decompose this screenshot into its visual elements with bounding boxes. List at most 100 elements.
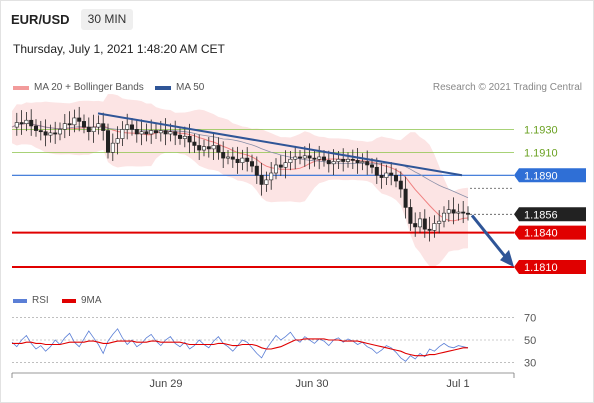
candle-down [43, 131, 48, 136]
candle-down [173, 131, 178, 136]
candle-up [14, 122, 19, 128]
price-tag-pivot [514, 168, 586, 183]
candle-down [245, 157, 250, 162]
level-lines [12, 129, 514, 269]
candle-up [317, 156, 322, 160]
candle-up [115, 138, 120, 144]
candle-down [379, 174, 384, 178]
ma50-label: MA 50 [176, 82, 205, 93]
candle-up [182, 135, 187, 139]
candle-up [149, 130, 154, 135]
candle-down [413, 223, 418, 228]
rsi-ma-label: 9MA [81, 295, 102, 306]
candle-down [86, 126, 91, 133]
credit-label: Research © 2021 Trading Central [432, 82, 582, 93]
forecast-arrow-shaft [470, 214, 511, 263]
candle-up [96, 123, 101, 128]
candle-up [456, 211, 461, 214]
trend-line [97, 112, 463, 177]
candle-down [451, 209, 456, 214]
candle-down [38, 130, 43, 133]
candle-down [278, 164, 283, 168]
candle-down [235, 158, 240, 163]
rsi-tick-label: 30 [524, 357, 536, 369]
rsi-panel: 70 50 30 [11, 313, 536, 369]
x-axis-label: Jun 29 [149, 378, 182, 390]
ma20-label: MA 20 + Bollinger Bands [34, 82, 144, 93]
candle-down [101, 123, 106, 131]
symbol-label: EUR/USD [11, 12, 70, 27]
candle-down [341, 158, 346, 162]
price-tag-label: 1.1856 [524, 209, 558, 221]
candle-up [57, 129, 62, 135]
candle-down [178, 134, 183, 139]
candle-down [197, 145, 202, 151]
level-tags: 1.1930 1.1910 1.1890 1.1856 1.1840 1.1810 [514, 124, 586, 275]
candle-down [106, 130, 111, 153]
candle-up [264, 179, 269, 185]
candle-up [48, 132, 53, 136]
price-tag-support [514, 225, 586, 240]
candle-down [230, 156, 235, 160]
candle-up [446, 209, 451, 214]
candle-up [437, 220, 442, 224]
candle-up [288, 158, 293, 163]
candle-down [221, 152, 226, 159]
x-axis-label: Jun 30 [295, 378, 328, 390]
candle-up [293, 156, 298, 160]
candle-down [259, 174, 264, 185]
candle-down [187, 135, 192, 143]
candle-up [384, 172, 389, 178]
candle-up [24, 119, 29, 124]
forecast-arrow-head [500, 249, 514, 268]
candle-down [144, 131, 149, 135]
candle-down [134, 129, 139, 135]
x-axis-label: Jul 1 [446, 378, 469, 390]
candle-down [130, 124, 135, 130]
candle-up [273, 164, 278, 174]
candle-down [369, 164, 374, 168]
x-axis: Jun 29 Jun 30 Jul 1 [11, 372, 515, 390]
candle-down [53, 132, 58, 135]
candle-up [158, 130, 163, 134]
candle-down [29, 119, 34, 127]
datetime-label: Thursday, July 1, 2021 1:48:20 AM CET [13, 42, 225, 56]
candle-down [77, 117, 82, 122]
candle-down [67, 123, 72, 126]
candle-up [226, 156, 231, 159]
candle-up [283, 162, 288, 168]
candles [14, 106, 470, 242]
rsi-ma-swatch [62, 298, 76, 303]
timeframe-button[interactable]: 30 MIN [81, 9, 133, 30]
candle-up [336, 158, 341, 162]
candle-up [345, 158, 350, 162]
rsi-line [11, 328, 469, 362]
candle-up [202, 146, 207, 151]
rsi-swatch [13, 298, 27, 303]
candle-down [206, 146, 211, 150]
candle-down [216, 145, 221, 153]
candle-up [302, 155, 307, 159]
bollinger-band-fill [12, 94, 468, 267]
candle-down [389, 172, 394, 176]
legend-ma20: MA 20 + Bollinger Bands [13, 82, 144, 93]
candle-up [331, 161, 336, 165]
price-tag-support [514, 260, 586, 275]
candle-down [154, 130, 159, 134]
candle-up [125, 124, 130, 130]
legend-ma50: MA 50 [155, 82, 204, 93]
rsi-label: RSI [32, 295, 49, 306]
candle-up [211, 145, 216, 150]
legend-rsi: RSI [13, 295, 49, 306]
candle-down [427, 228, 432, 231]
candle-up [360, 161, 365, 164]
legend-rsi-ma: 9MA [62, 295, 102, 306]
candle-up [110, 142, 115, 153]
candle-up [72, 117, 77, 126]
candle-down [374, 166, 379, 176]
candle-down [355, 160, 360, 163]
candle-down [365, 161, 370, 166]
price-tag-label: 1.1810 [524, 262, 558, 274]
candle-down [403, 188, 408, 208]
